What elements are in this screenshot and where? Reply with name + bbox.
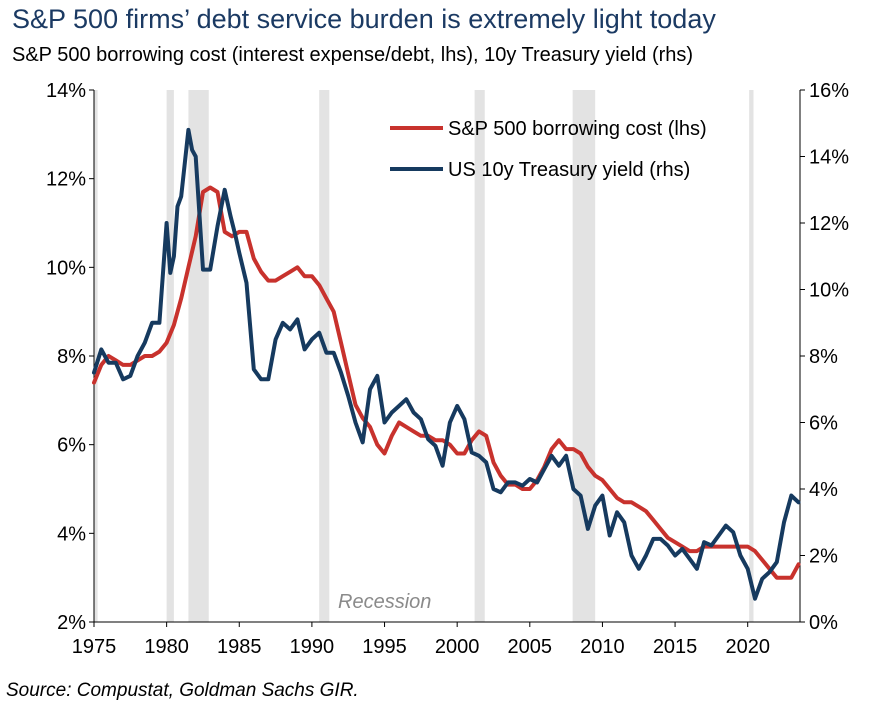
left-tick-label: 12% [46,169,86,191]
left-tick-label: 4% [57,523,86,545]
x-tick-label: 2010 [580,636,625,658]
recession-band-3 [319,90,330,622]
right-tick-label: 4% [809,479,838,501]
legend: S&P 500 borrowing cost (lhs) US 10y Treas… [390,118,707,181]
right-tick-label: 12% [809,213,849,235]
x-tick-label: 2020 [725,636,770,658]
recession-band-0 [94,90,98,622]
right-tick-label: 14% [809,147,849,169]
recession-band-2 [188,90,209,622]
recession-band-1 [166,90,174,622]
x-tick-label: 1995 [362,636,407,658]
recession-band-4 [474,90,485,622]
x-tick-label: 2015 [653,636,698,658]
legend-label: US 10y Treasury yield (rhs) [448,159,690,181]
x-tick-label: 2000 [435,636,480,658]
x-axis-ticks: 1975 1980 1985 1990 1995 2000 2005 2010 2015 2020 [72,622,770,658]
x-tick-label: 1985 [217,636,262,658]
right-tick-label: 16% [809,80,849,102]
x-tick-label: 1990 [290,636,335,658]
left-tick-label: 6% [57,435,86,457]
right-tick-label: 0% [809,612,838,634]
right-tick-label: 8% [809,346,838,368]
left-tick-label: 2% [57,612,86,634]
recession-label: Recession [338,591,431,613]
legend-label: S&P 500 borrowing cost (lhs) [448,118,707,140]
chart-title: S&P 500 firms’ debt service burden is ex… [12,4,716,34]
right-axis-ticks: 0% 2% 4% 6% 8% 10% 12% 14% 16% [800,80,849,634]
chart-subtitle: S&P 500 borrowing cost (interest expense… [12,44,694,66]
recession-band-5 [572,90,596,622]
right-tick-label: 2% [809,546,838,568]
left-tick-label: 8% [57,346,86,368]
treasury-yield-line [92,127,801,601]
x-tick-label: 1975 [72,636,117,658]
x-tick-label: 2005 [508,636,553,658]
left-tick-label: 14% [46,80,86,102]
left-tick-label: 10% [46,257,86,279]
series-lines [92,127,801,601]
right-tick-label: 10% [809,280,849,302]
recession-bands [94,90,754,622]
recession-band-6 [749,90,754,622]
left-axis-ticks: 2% 4% 6% 8% 10% 12% 14% [46,80,94,634]
right-tick-label: 6% [809,413,838,435]
source-note: Source: Compustat, Goldman Sachs GIR. [6,680,359,701]
x-tick-label: 1980 [144,636,189,658]
